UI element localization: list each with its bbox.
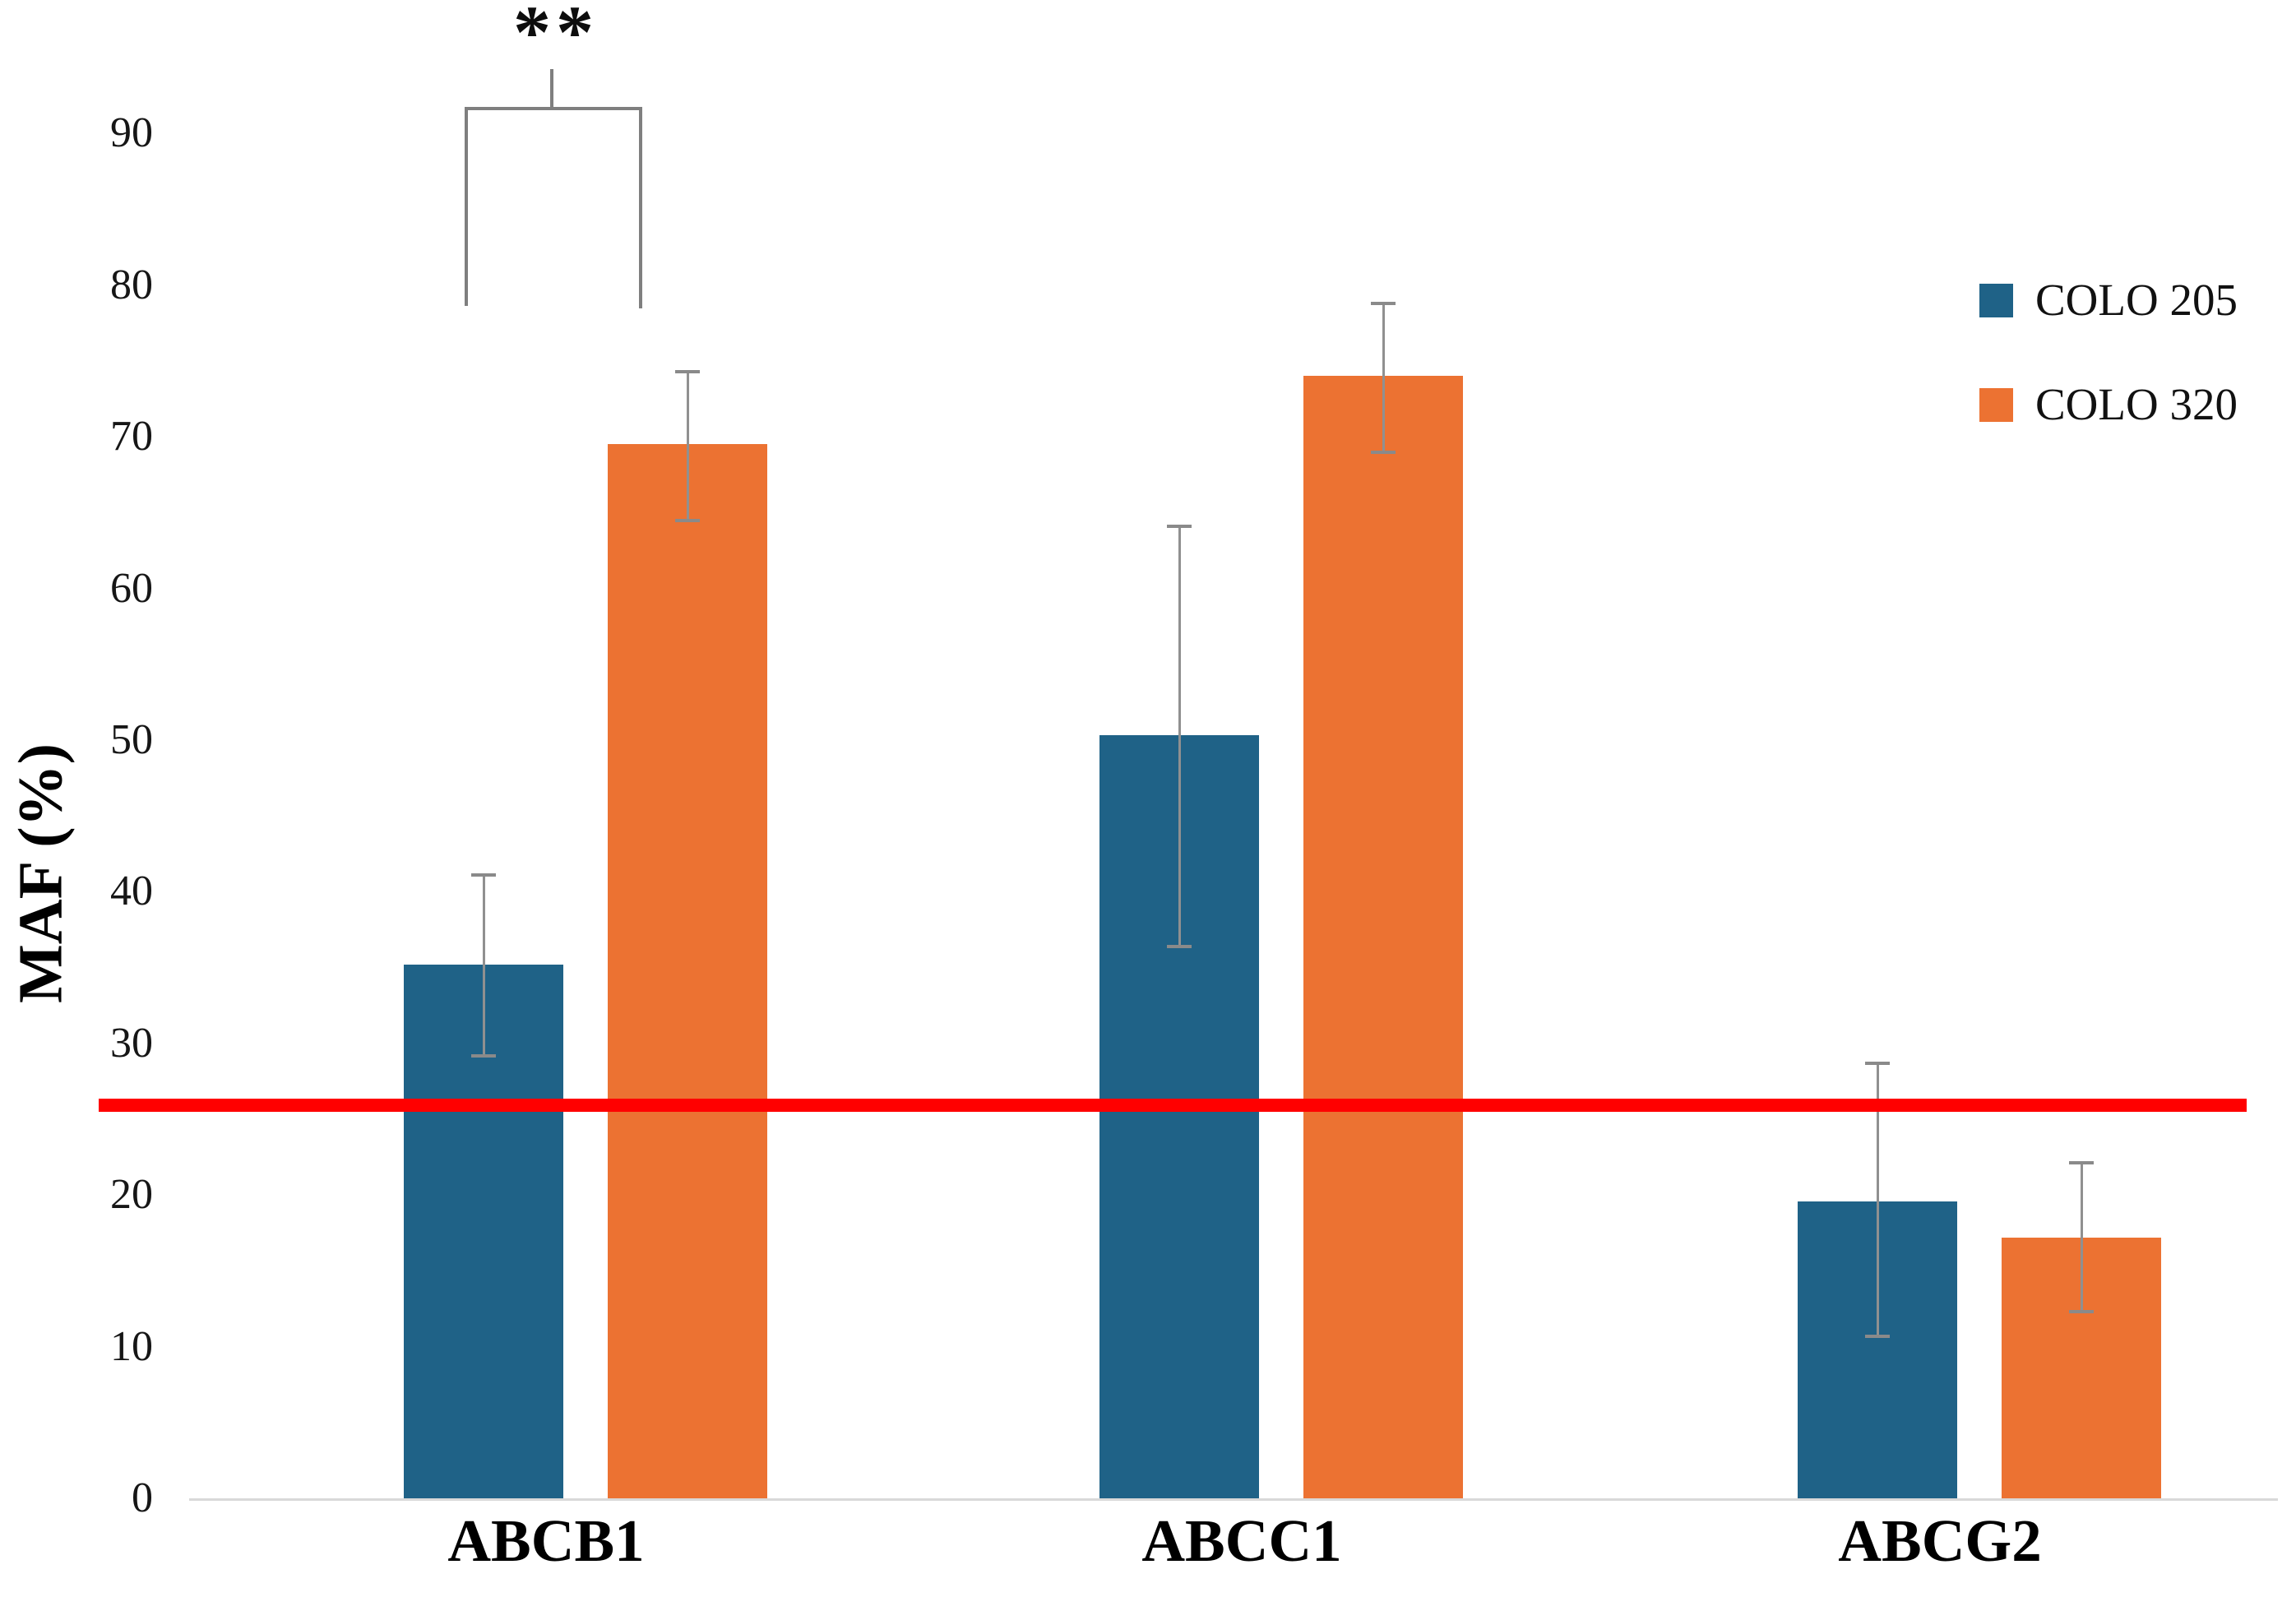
y-tick-label-70: 70 (110, 413, 153, 461)
y-tick-label-20: 20 (110, 1171, 153, 1219)
y-tick-label-50: 50 (110, 716, 153, 763)
x-label-abcb1: ABCB1 (447, 1507, 645, 1574)
error-bar-cap-bottom-colo320-abcg2 (2069, 1310, 2094, 1314)
error-bar-cap-bottom-colo205-abcc1 (1167, 944, 1192, 948)
y-tick-label-60: 60 (110, 564, 153, 612)
error-bar-cap-bottom-colo320-abcc1 (1371, 450, 1396, 454)
error-bar-colo320-abcc1 (1382, 303, 1385, 452)
y-tick-label-10: 10 (110, 1322, 153, 1370)
significance-bracket-stub (550, 69, 553, 110)
legend-label-colo320: COLO 320 (2035, 379, 2238, 429)
legend-item-colo320: COLO 320 (1979, 379, 2238, 429)
legend-swatch-colo205 (1979, 283, 2013, 317)
error-bar-cap-bottom-colo205-abcb1 (471, 1053, 496, 1058)
significance-bracket-right-leg (639, 107, 642, 308)
bar-colo320-abcb1 (608, 444, 767, 1498)
legend-swatch-colo320 (1979, 387, 2013, 422)
y-tick-label-0: 0 (132, 1474, 153, 1521)
reference-line (99, 1099, 2247, 1113)
x-axis-line (189, 1498, 2278, 1501)
legend-item-colo205: COLO 205 (1979, 275, 2238, 325)
significance-bracket-left-leg (465, 107, 468, 306)
y-tick-label-30: 30 (110, 1019, 153, 1067)
error-bar-cap-top-colo320-abcc1 (1371, 301, 1396, 305)
y-tick-label-80: 80 (110, 261, 153, 308)
x-label-abcc1: ABCC1 (1141, 1507, 1342, 1574)
error-bar-cap-bottom-colo320-abcb1 (675, 518, 700, 522)
error-bar-colo320-abcg2 (2081, 1163, 2083, 1312)
error-bar-colo205-abcg2 (1877, 1062, 1879, 1336)
legend-label-colo205: COLO 205 (2035, 275, 2238, 325)
error-bar-cap-top-colo205-abcc1 (1167, 524, 1192, 528)
error-bar-colo205-abcc1 (1178, 525, 1181, 947)
error-bar-colo320-abcb1 (687, 371, 689, 521)
significance-stars: ** (513, 0, 599, 74)
legend: COLO 205 COLO 320 (1979, 275, 2292, 447)
error-bar-cap-top-colo205-abcb1 (471, 873, 496, 877)
error-bar-cap-bottom-colo205-abcg2 (1865, 1334, 1890, 1338)
y-tick-label-40: 40 (110, 868, 153, 915)
y-tick-label-90: 90 (110, 109, 153, 157)
error-bar-colo205-abcb1 (483, 875, 485, 1056)
error-bar-cap-top-colo205-abcg2 (1865, 1061, 1890, 1065)
bar-colo320-abcc1 (1303, 376, 1463, 1498)
error-bar-cap-top-colo320-abcb1 (675, 369, 700, 373)
significance-bracket-top (465, 107, 642, 110)
error-bar-cap-top-colo320-abcg2 (2069, 1161, 2094, 1165)
x-label-abcg2: ABCG2 (1838, 1507, 2042, 1574)
